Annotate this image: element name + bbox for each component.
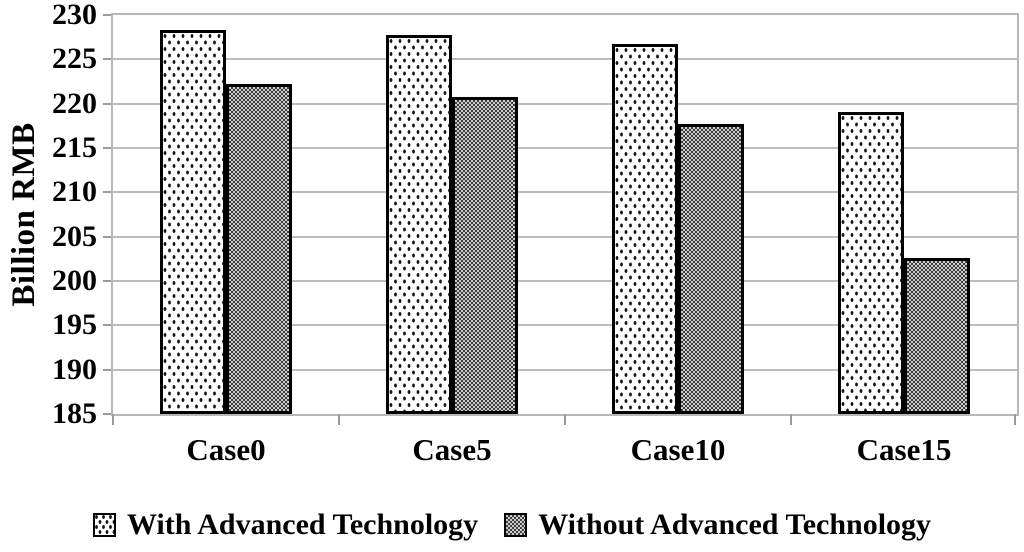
legend-marker-checker [504,513,528,537]
y-axis-tick-label: 190 [52,352,97,386]
y-axis-tick [103,368,111,371]
legend-entry: With Advanced Technology [92,508,479,542]
y-axis-tick-label: 205 [52,219,97,253]
y-axis-tick-label: 215 [52,131,97,164]
x-axis-tick [112,414,114,425]
x-axis-tick [790,414,792,425]
y-axis-tick-label: 185 [52,397,97,430]
gridline [113,235,1017,238]
bar-dots [612,44,678,414]
y-axis-tick [103,280,111,282]
x-axis-tick-label: Case15 [856,432,952,467]
y-axis-tick-label: 210 [52,175,97,209]
bar-checker [226,84,292,414]
gridline [113,324,1017,327]
gridline [113,191,1017,194]
category-group [113,15,339,414]
x-axis-tick [564,414,566,425]
gridline [113,58,1017,61]
legend-label: Without Advanced Technology [538,508,932,541]
legend-entry: Without Advanced Technology [504,508,931,542]
bar-checker [678,124,744,414]
y-axis-tick [103,191,111,194]
y-axis-tick-label: 200 [52,264,97,297]
bar-checker [904,257,970,414]
bar-dots [838,111,904,414]
y-axis-tick [103,324,111,327]
category-group [565,15,791,414]
x-axis-tick-label: Case5 [412,432,492,467]
bars-layer [113,15,1017,414]
y-axis-tick-label: 230 [52,0,97,31]
y-axis-tick [103,235,111,238]
legend: With Advanced Technology Without Advanced… [0,508,1024,542]
gridline [113,102,1017,105]
y-axis-tick [103,102,111,105]
x-axis-tick-label: Case10 [630,432,726,467]
y-axis-tick [103,14,111,16]
category-group [339,15,565,414]
bar-checker [452,97,518,414]
y-axis-tick-label: 195 [52,308,97,342]
y-axis-tick [103,58,111,61]
y-axis-tick-label: 220 [52,86,97,120]
x-axis-tick-label: Case0 [186,432,266,467]
gridline [113,280,1017,282]
legend-label: With Advanced Technology [126,508,479,541]
plot-area [111,13,1019,416]
category-group [791,15,1017,414]
y-axis-tick [103,413,111,415]
y-axis-tick-label: 225 [52,42,97,76]
gridline [113,147,1017,149]
y-axis-tick [103,147,111,149]
legend-marker-dots [92,513,116,537]
bar-dots [160,30,226,414]
x-axis-tick [1014,414,1016,425]
x-axis-tick [338,414,340,425]
bar-dots [386,34,452,414]
gridline [113,368,1017,371]
